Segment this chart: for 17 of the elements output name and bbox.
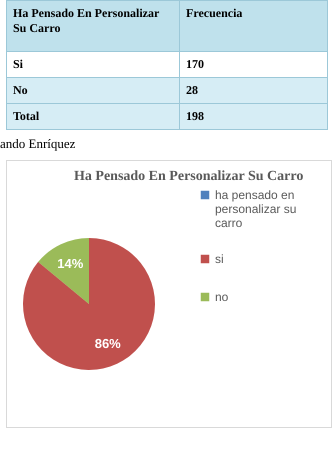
text: No: [6, 78, 180, 104]
chart-title: Ha Pensado En Personalizar Su Carro: [74, 169, 304, 184]
text: Si: [6, 52, 180, 78]
text: 198: [180, 104, 328, 130]
pie-slice: [38, 238, 89, 304]
text: Frecuencia: [180, 0, 328, 52]
text: 170: [180, 52, 328, 78]
text: 28: [180, 78, 328, 104]
text: Ha Pensado En Personalizar Su Carro: [6, 0, 180, 52]
text: ando Enríquez: [0, 136, 76, 152]
legend-label: no: [215, 290, 229, 304]
data-label: 86%: [94, 336, 122, 351]
text: Total: [6, 104, 180, 130]
legend-label: si: [215, 252, 224, 266]
legend-label: ha pensado en personalizar su carro: [215, 188, 296, 230]
pie-slice: [23, 238, 155, 370]
data-label: 14%: [57, 256, 84, 272]
